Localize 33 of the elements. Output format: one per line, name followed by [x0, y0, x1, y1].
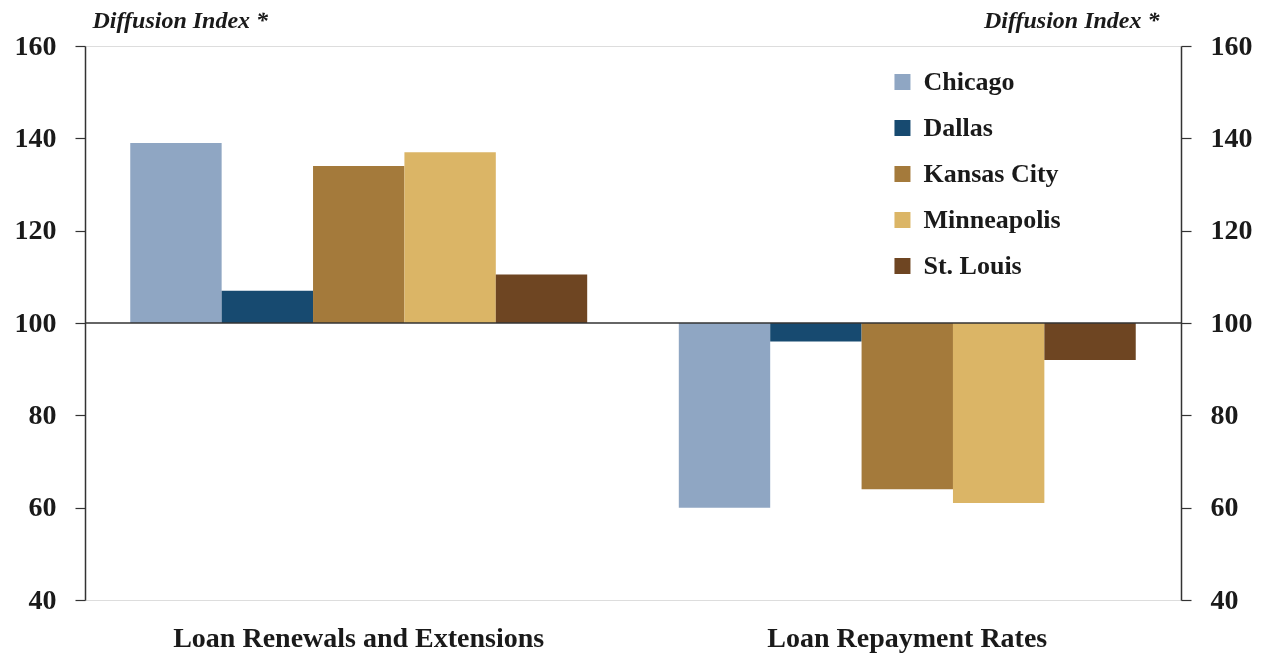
y2-tick-label: 60	[1210, 491, 1239, 523]
legend-label: St. Louis	[923, 251, 1022, 280]
bar	[313, 166, 405, 323]
y2-tick-label: 80	[1210, 398, 1239, 430]
y2-tick-label: 140	[1210, 121, 1253, 153]
bar	[404, 152, 496, 323]
legend-label: Dallas	[923, 113, 993, 142]
legend-label: Minneapolis	[923, 205, 1061, 234]
bar	[130, 142, 222, 323]
y-tick-label: 140	[14, 121, 57, 153]
y2-tick-label: 120	[1210, 214, 1253, 246]
y-tick-label: 60	[28, 491, 57, 523]
y-tick-label: 160	[14, 29, 57, 61]
y2-tick-label: 160	[1210, 29, 1253, 61]
y2-tick-label: 40	[1210, 583, 1239, 615]
bar	[952, 323, 1045, 504]
legend-label: Kansas City	[923, 159, 1059, 188]
y-axis-title: Diffusion Index *	[91, 6, 270, 33]
bar	[495, 274, 588, 323]
y-tick-label: 80	[28, 398, 57, 430]
y-tick-label: 100	[14, 306, 57, 338]
y2-axis-title: Diffusion Index *	[982, 6, 1161, 33]
legend-label: Chicago	[923, 67, 1015, 96]
x-tick-label: Loan Repayment Rates	[767, 621, 1048, 653]
bar	[861, 323, 953, 490]
x-tick-label: Loan Renewals and Extensions	[173, 621, 545, 653]
bar	[770, 323, 862, 342]
bar	[221, 290, 314, 323]
y-tick-label: 40	[28, 583, 57, 615]
bar	[1044, 323, 1136, 360]
y-tick-label: 120	[14, 214, 57, 246]
y2-tick-label: 100	[1210, 306, 1253, 338]
bar	[678, 323, 771, 508]
